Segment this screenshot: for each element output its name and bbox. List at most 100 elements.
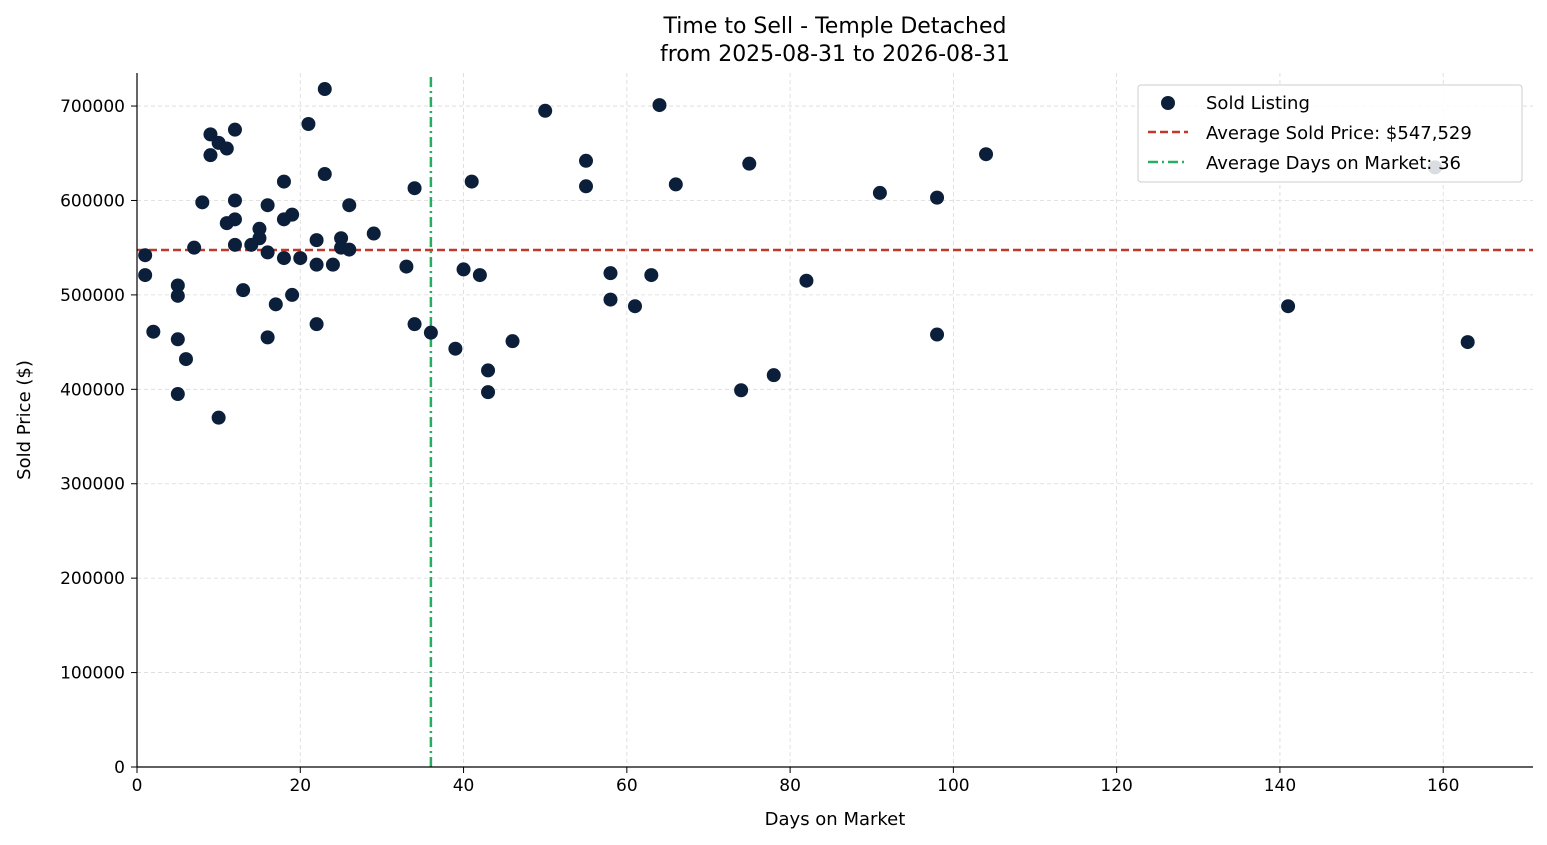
sold-listing-point bbox=[579, 179, 594, 194]
sold-listing-point bbox=[293, 251, 308, 266]
sold-listing-point bbox=[538, 103, 553, 118]
chart-title-line2: from 2025-08-31 to 2026-08-31 bbox=[660, 42, 1010, 67]
sold-listing-point bbox=[170, 278, 185, 293]
y-axis-label: Sold Price ($) bbox=[14, 360, 35, 480]
legend: Sold Listing Average Sold Price: $547,52… bbox=[1137, 84, 1523, 183]
sold-listing-point bbox=[236, 283, 251, 298]
sold-listing-point bbox=[930, 327, 945, 342]
sold-listing-point bbox=[317, 82, 332, 97]
legend-label-avg-days: Average Days on Market: 36 bbox=[1206, 153, 1461, 174]
average-lines bbox=[137, 77, 1533, 767]
sold-listing-point bbox=[170, 288, 185, 303]
legend-point-marker bbox=[1161, 96, 1175, 110]
sold-listing-point bbox=[260, 198, 275, 213]
y-tick-label: 600000 bbox=[60, 191, 125, 211]
sold-listing-point bbox=[219, 141, 234, 156]
x-tick-label: 160 bbox=[1427, 776, 1459, 796]
sold-listing-point bbox=[227, 122, 242, 137]
x-tick-label: 20 bbox=[289, 776, 311, 796]
y-tick-label: 300000 bbox=[60, 475, 125, 495]
sold-listing-point bbox=[138, 268, 153, 283]
sold-listing-point bbox=[170, 332, 185, 347]
sold-listing-point bbox=[260, 330, 275, 345]
y-tick-label: 0 bbox=[114, 758, 125, 778]
sold-listing-point bbox=[603, 292, 618, 307]
legend-label-sold-listing: Sold Listing bbox=[1206, 93, 1310, 114]
sold-listing-point bbox=[252, 231, 267, 246]
sold-listing-point bbox=[309, 233, 324, 248]
sold-listing-point bbox=[268, 297, 283, 312]
data-points bbox=[138, 82, 1475, 425]
sold-listing-point bbox=[734, 383, 749, 398]
sold-listing-point bbox=[652, 98, 667, 113]
axes bbox=[136, 73, 1533, 768]
sold-listing-point bbox=[799, 273, 814, 288]
x-tick-label: 100 bbox=[937, 776, 969, 796]
sold-listing-point bbox=[472, 268, 487, 283]
sold-listing-point bbox=[644, 268, 659, 283]
legend-label-avg-price: Average Sold Price: $547,529 bbox=[1206, 123, 1472, 144]
sold-listing-point bbox=[170, 387, 185, 402]
sold-listing-point bbox=[325, 257, 340, 272]
sold-listing-point bbox=[366, 226, 381, 241]
sold-listing-point bbox=[276, 174, 291, 189]
y-tick-label: 400000 bbox=[60, 380, 125, 400]
sold-listing-point bbox=[627, 299, 642, 314]
x-axis-ticks: 0 20 40 60 80 100 120 140 160 bbox=[132, 767, 1459, 796]
sold-listing-point bbox=[668, 177, 683, 192]
x-tick-label: 80 bbox=[779, 776, 801, 796]
x-tick-label: 0 bbox=[132, 776, 143, 796]
sold-listing-point bbox=[342, 198, 357, 213]
sold-listing-point bbox=[464, 174, 479, 189]
sold-listing-point bbox=[211, 410, 226, 425]
sold-listing-point bbox=[407, 317, 422, 332]
y-tick-label: 500000 bbox=[60, 286, 125, 306]
sold-listing-point bbox=[227, 193, 242, 208]
x-tick-label: 140 bbox=[1264, 776, 1296, 796]
x-tick-label: 60 bbox=[616, 776, 638, 796]
sold-listing-point bbox=[285, 207, 300, 222]
sold-listing-point bbox=[227, 212, 242, 227]
sold-listing-point bbox=[227, 237, 242, 252]
sold-listing-point bbox=[481, 385, 496, 400]
sold-listing-point bbox=[276, 251, 291, 266]
sold-listing-point bbox=[423, 325, 438, 340]
sold-listing-point bbox=[146, 324, 161, 339]
sold-listing-point bbox=[301, 116, 316, 131]
sold-listing-point bbox=[505, 334, 520, 349]
x-axis-label: Days on Market bbox=[765, 809, 906, 830]
sold-listing-point bbox=[930, 190, 945, 205]
sold-listing-point bbox=[285, 287, 300, 302]
sold-listing-point bbox=[407, 181, 422, 196]
sold-listing-point bbox=[195, 195, 210, 210]
sold-listing-point bbox=[260, 245, 275, 260]
sold-listing-point bbox=[178, 352, 193, 367]
x-tick-label: 40 bbox=[453, 776, 475, 796]
sold-listing-point bbox=[1460, 335, 1475, 350]
y-tick-label: 200000 bbox=[60, 569, 125, 589]
sold-listing-point bbox=[579, 153, 594, 168]
sold-listing-point bbox=[872, 185, 887, 200]
sold-listing-point bbox=[742, 156, 757, 171]
sold-listing-point bbox=[603, 266, 618, 281]
sold-listing-point bbox=[1281, 299, 1296, 314]
sold-listing-point bbox=[979, 147, 994, 162]
sold-listing-point bbox=[456, 262, 471, 277]
sold-listing-point bbox=[399, 259, 414, 274]
sold-listing-point bbox=[342, 242, 357, 257]
sold-listing-point bbox=[309, 257, 324, 272]
sold-listing-point bbox=[448, 341, 463, 356]
sold-listing-point bbox=[309, 317, 324, 332]
chart-title-line1: Time to Sell - Temple Detached bbox=[663, 14, 1007, 39]
sold-listing-point bbox=[187, 240, 202, 255]
sold-listing-point bbox=[138, 248, 153, 263]
sold-listing-point bbox=[481, 363, 496, 378]
y-tick-label: 700000 bbox=[60, 97, 125, 117]
legend-box bbox=[1137, 84, 1523, 183]
sold-listing-point bbox=[766, 368, 781, 383]
y-tick-label: 100000 bbox=[60, 664, 125, 684]
x-tick-label: 120 bbox=[1100, 776, 1132, 796]
sold-listing-point bbox=[317, 167, 332, 182]
y-axis-ticks: 0 100000 200000 300000 400000 500000 600000 700… bbox=[60, 97, 137, 778]
